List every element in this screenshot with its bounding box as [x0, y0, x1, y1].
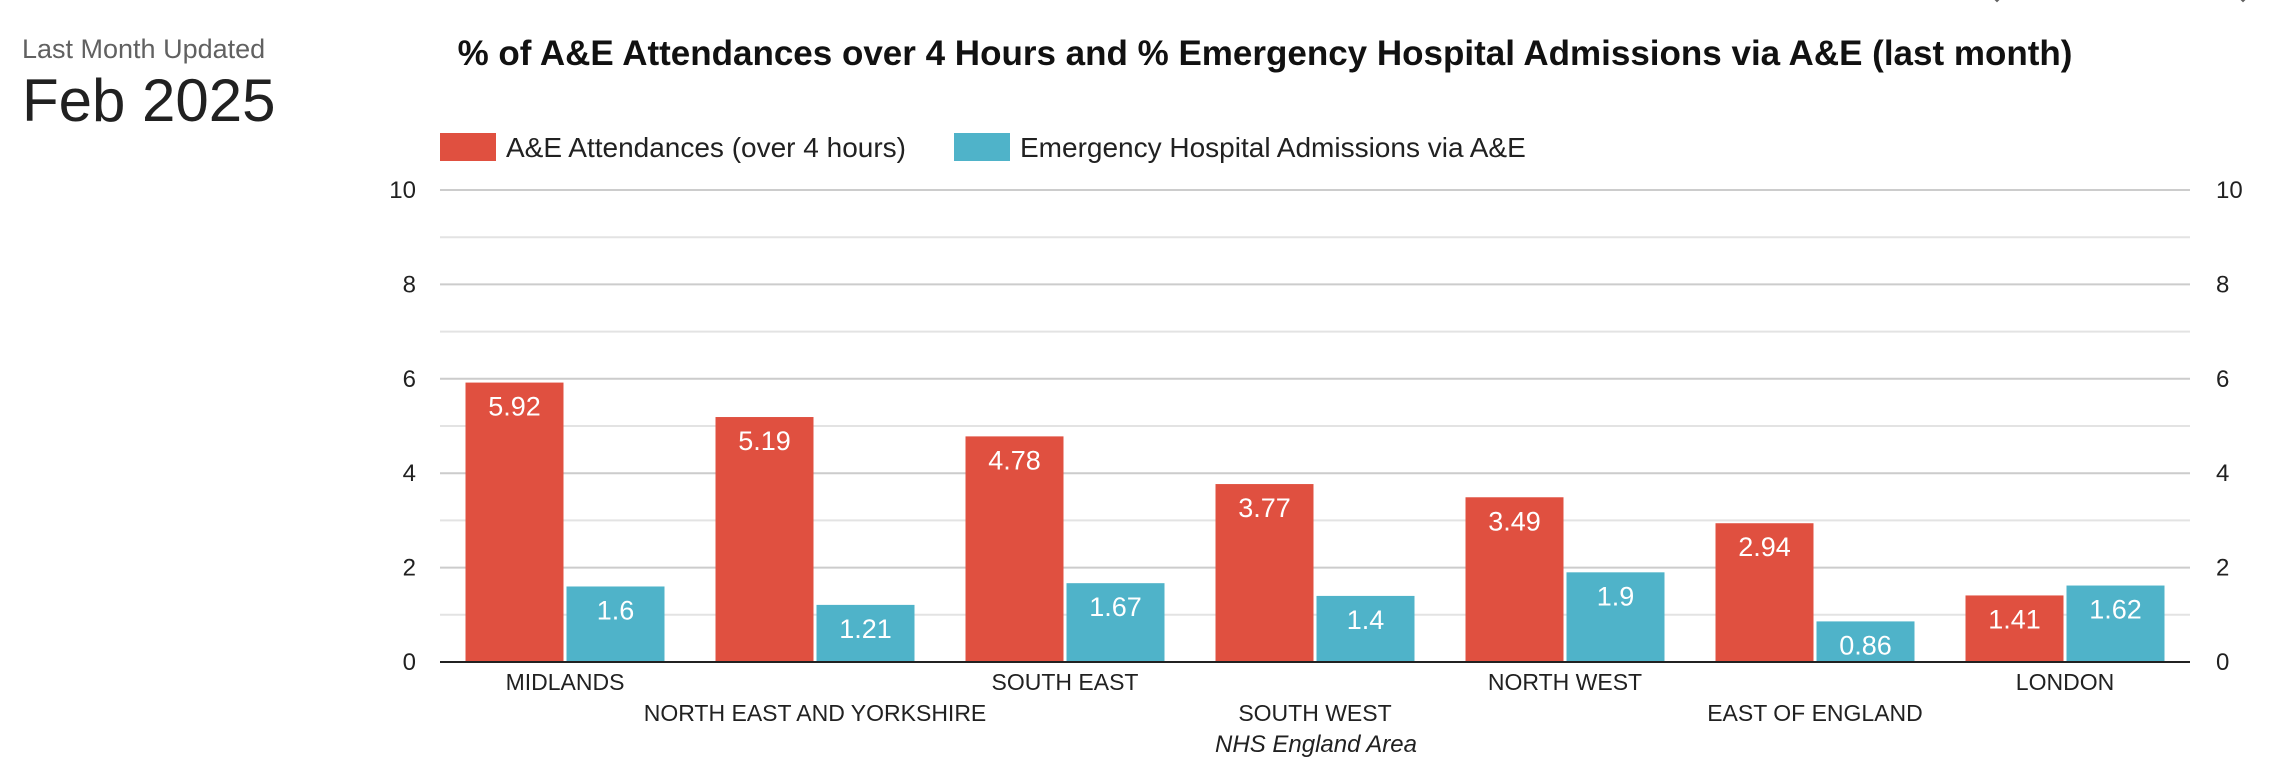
bar-data-label: 4.78: [988, 445, 1041, 475]
y-tick-label-right: 8: [2216, 271, 2229, 298]
bar-data-label: 5.19: [738, 426, 791, 456]
x-tick-label: SOUTH WEST: [1238, 700, 1391, 726]
bar-data-label: 1.6: [597, 595, 635, 625]
bar-data-label: 1.67: [1089, 592, 1142, 622]
y-tick-label: 2: [403, 555, 416, 582]
bar-data-label: 5.92: [488, 392, 541, 422]
bar-data-label: 1.41: [1988, 604, 2041, 634]
y-tick-label-right: 2: [2216, 555, 2229, 582]
y-tick-label-right: 6: [2216, 366, 2229, 393]
last-month-updated-value: Feb 2025: [22, 67, 276, 134]
bar-data-label: 1.9: [1597, 581, 1635, 611]
x-tick-label: NORTH WEST: [1488, 669, 1642, 695]
x-tick-label: SOUTH EAST: [992, 669, 1139, 695]
y-axis-left: 0 2 4 6 8 10: [389, 177, 416, 676]
y-tick-label: 8: [403, 271, 416, 298]
x-tick-label: LONDON: [2016, 669, 2114, 695]
bar-data-label: 1.21: [839, 614, 892, 644]
bar-emergency-admissions: [1566, 572, 1665, 662]
x-axis-title: NHS England Area: [1215, 731, 1417, 758]
bar-ae-attendances: [715, 417, 814, 662]
bar-data-label: 1.4: [1347, 605, 1385, 635]
bar-data-label: 1.62: [2089, 595, 2142, 625]
legend-label: A&E Attendances (over 4 hours): [506, 132, 906, 163]
chart-title: % of A&E Attendances over 4 Hours and % …: [458, 34, 2073, 73]
bar-data-label: 3.77: [1238, 493, 1291, 523]
bar-emergency-admissions: [2066, 585, 2165, 662]
y-tick-label-right: 10: [2216, 177, 2243, 204]
bar-emergency-admissions: [1066, 583, 1165, 662]
y-tick-label-right: 0: [2216, 649, 2229, 676]
chevron-down-icon[interactable]: [1990, 0, 2004, 6]
bar-ae-attendances: [465, 382, 564, 662]
x-tick-label: MIDLANDS: [506, 669, 625, 695]
y-tick-label: 6: [403, 366, 416, 393]
bar-emergency-admissions: [1316, 595, 1415, 662]
bar-data-label: 2.94: [1738, 532, 1791, 562]
x-tick-label: EAST OF ENGLAND: [1707, 700, 1923, 726]
bar-emergency-admissions: [816, 604, 915, 662]
bar-data-label: 3.49: [1488, 506, 1541, 536]
x-tick-label: NORTH EAST AND YORKSHIRE: [644, 700, 987, 726]
bar-ae-attendances: [965, 436, 1064, 662]
bar-ae-attendances: [1715, 523, 1814, 662]
y-tick-label: 0: [403, 649, 416, 676]
legend-swatch: [440, 133, 496, 161]
bar-emergency-admissions: [566, 586, 665, 662]
bar-ae-attendances: [1215, 484, 1314, 662]
chart-gridlines: [440, 189, 2190, 616]
legend-label: Emergency Hospital Admissions via A&E: [1020, 132, 1526, 163]
y-tick-label: 4: [403, 460, 416, 487]
chart-bars: 5.92 1.6 5.19 1.21 4.78 1.67 3.77 1.4 3.49 1.9 2.9…: [465, 382, 2165, 662]
y-tick-label-right: 4: [2216, 460, 2229, 487]
legend-swatch: [954, 133, 1010, 161]
bar-data-label: 0.86: [1839, 630, 1892, 660]
bar-emergency-admissions: [1816, 621, 1915, 662]
chart-legend: A&E Attendances (over 4 hours) Emergency …: [440, 132, 1526, 163]
last-month-updated-label: Last Month Updated: [22, 34, 266, 64]
y-tick-label: 10: [389, 177, 416, 204]
bar-ae-attendances: [1465, 497, 1564, 662]
bar-ae-attendances: [1965, 595, 2064, 662]
chevron-down-icon[interactable]: [2236, 0, 2250, 6]
y-axis-right: 0 2 4 6 8 10: [2216, 177, 2243, 676]
